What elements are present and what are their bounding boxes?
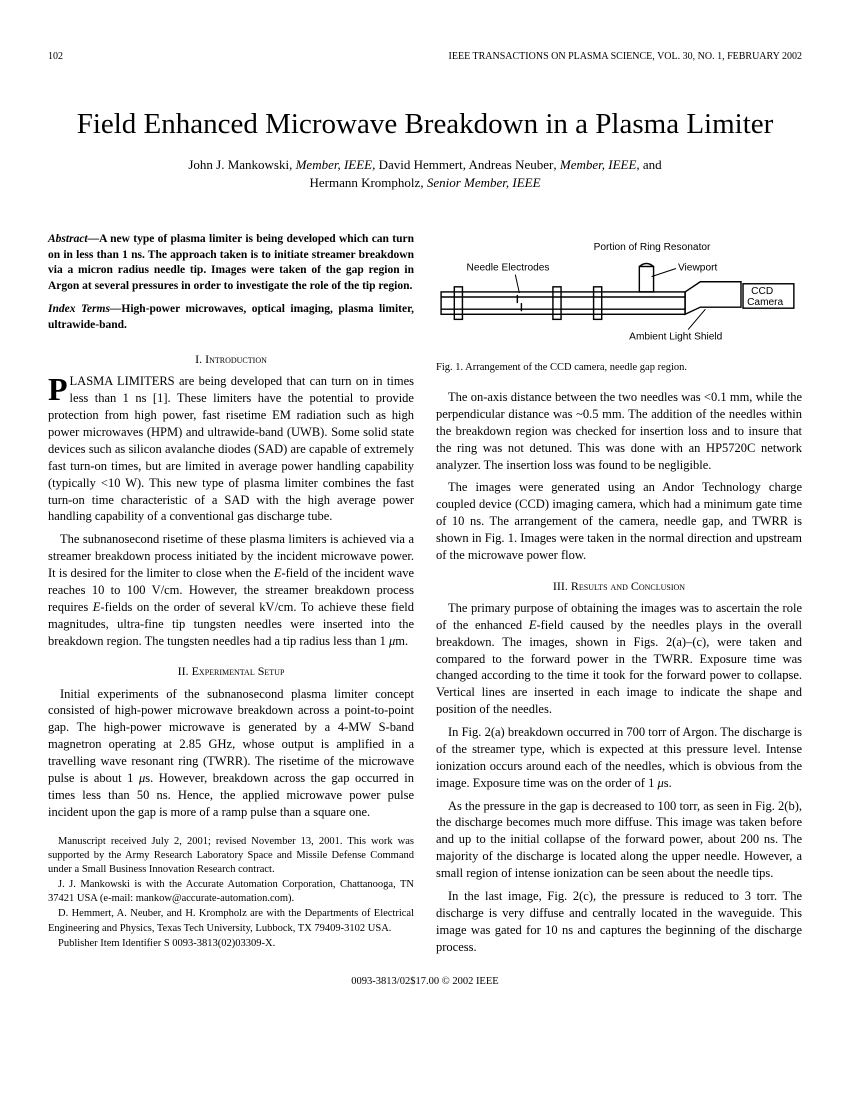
section-1-heading: I. Introduction bbox=[48, 351, 414, 367]
intro-p1: PLASMA LIMITERS are being developed that… bbox=[48, 373, 414, 525]
copyright-footer: 0093-3813/02$17.00 © 2002 IEEE bbox=[48, 975, 802, 989]
section-2-heading: II. Experimental Setup bbox=[48, 663, 414, 679]
svg-text:Needle Electrodes: Needle Electrodes bbox=[467, 263, 550, 274]
manuscript-p2: J. J. Mankowski is with the Accurate Aut… bbox=[48, 878, 414, 906]
manuscript-p1: Manuscript received July 2, 2001; revise… bbox=[48, 835, 414, 878]
running-header: 102 IEEE TRANSACTIONS ON PLASMA SCIENCE,… bbox=[48, 50, 802, 64]
intro-p2: The subnanosecond risetime of these plas… bbox=[48, 531, 414, 649]
figure-1: CCD Camera Portion of Ring Resonator Nee… bbox=[436, 236, 802, 353]
index-terms-label: Index Terms— bbox=[48, 303, 121, 315]
dropcap: P bbox=[48, 373, 70, 403]
svg-text:Viewport: Viewport bbox=[678, 263, 718, 274]
journal-info: IEEE TRANSACTIONS ON PLASMA SCIENCE, VOL… bbox=[449, 50, 802, 64]
manuscript-p3: D. Hemmert, A. Neuber, and H. Krompholz … bbox=[48, 907, 414, 935]
figure-1-svg: CCD Camera Portion of Ring Resonator Nee… bbox=[436, 236, 802, 348]
results-p1: The primary purpose of obtaining the ima… bbox=[436, 600, 802, 718]
two-column-body: Abstract—A new type of plasma limiter is… bbox=[48, 232, 802, 961]
section-3-heading: III. Results and Conclusion bbox=[436, 578, 802, 594]
figure-1-caption: Fig. 1. Arrangement of the CCD camera, n… bbox=[436, 361, 802, 375]
results-p4: In the last image, Fig. 2(c), the pressu… bbox=[436, 888, 802, 956]
paper-title: Field Enhanced Microwave Breakdown in a … bbox=[48, 106, 802, 142]
abstract-label: Abstract— bbox=[48, 233, 99, 245]
abstract-text: A new type of plasma limiter is being de… bbox=[48, 233, 414, 292]
setup-p2: The on-axis distance between the two nee… bbox=[436, 389, 802, 473]
results-p2: In Fig. 2(a) breakdown occurred in 700 t… bbox=[436, 724, 802, 792]
results-p3: As the pressure in the gap is decreased … bbox=[436, 798, 802, 882]
manuscript-footnote: Manuscript received July 2, 2001; revise… bbox=[48, 835, 414, 951]
setup-p3: The images were generated using an Andor… bbox=[436, 479, 802, 563]
intro-p1-text: LASMA LIMITERS are being developed that … bbox=[48, 374, 414, 523]
svg-text:Camera: Camera bbox=[747, 297, 783, 308]
svg-text:Portion of Ring Resonator: Portion of Ring Resonator bbox=[594, 242, 711, 253]
index-terms: Index Terms—High-power microwaves, optic… bbox=[48, 302, 414, 333]
left-column: Abstract—A new type of plasma limiter is… bbox=[48, 232, 414, 961]
abstract: Abstract—A new type of plasma limiter is… bbox=[48, 232, 414, 294]
page-number: 102 bbox=[48, 50, 63, 64]
manuscript-p4: Publisher Item Identifier S 0093-3813(02… bbox=[48, 937, 414, 951]
right-column: CCD Camera Portion of Ring Resonator Nee… bbox=[436, 232, 802, 961]
setup-p1: Initial experiments of the subnanosecond… bbox=[48, 686, 414, 821]
svg-text:Ambient Light Shield: Ambient Light Shield bbox=[629, 332, 722, 343]
author-block: John J. Mankowski, Member, IEEE, David H… bbox=[48, 156, 802, 192]
svg-text:CCD: CCD bbox=[751, 286, 773, 297]
